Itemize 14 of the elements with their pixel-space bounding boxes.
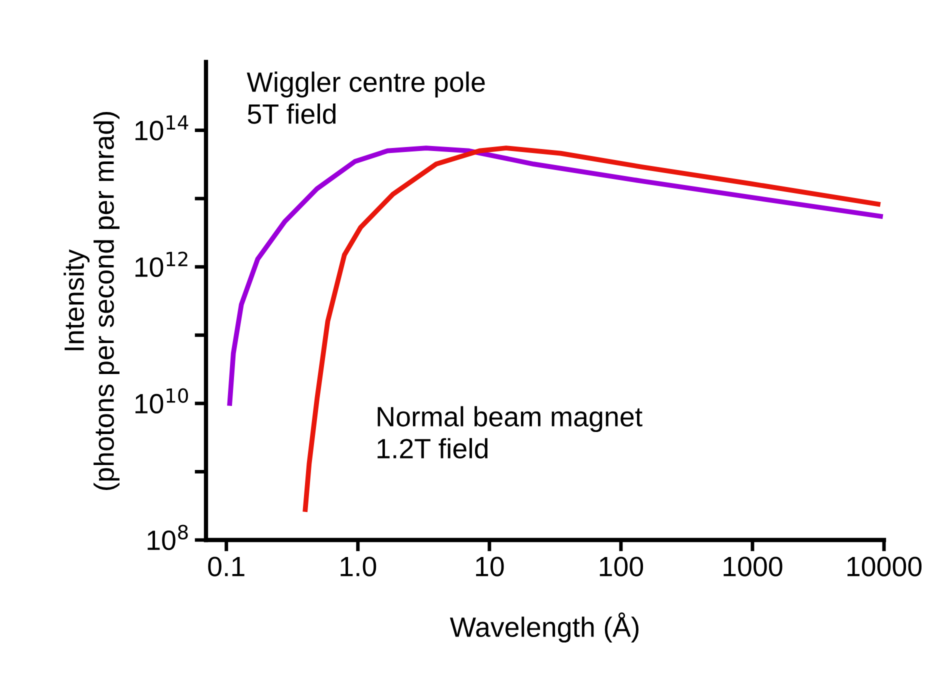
x-tick-label: 10 <box>476 556 504 576</box>
x-axis-title: Wavelength (Å) <box>450 612 638 643</box>
text: Normal beam magnet 1.2T field <box>378 406 642 458</box>
x-tick-label: 10000 <box>848 556 922 576</box>
y-tick-label: 10$^{8}$ <box>148 524 188 550</box>
x-tick-label: 0.1 <box>208 556 244 576</box>
x-tick-label: 1000 <box>724 556 782 576</box>
y-tick-label: 10$^{14}$ <box>135 115 188 140</box>
y-tick-label: 10$^{10}$ <box>135 388 188 414</box>
x-tick-label: 100 <box>600 556 644 576</box>
x-tick-label: 1.0 <box>340 556 376 576</box>
series-label: Wiggler centre pole 5T field <box>246 72 485 124</box>
y-tick-label: 10$^{12}$ <box>135 252 188 277</box>
y-axis-title: Intensity (photons per second per mrad) <box>64 112 120 490</box>
